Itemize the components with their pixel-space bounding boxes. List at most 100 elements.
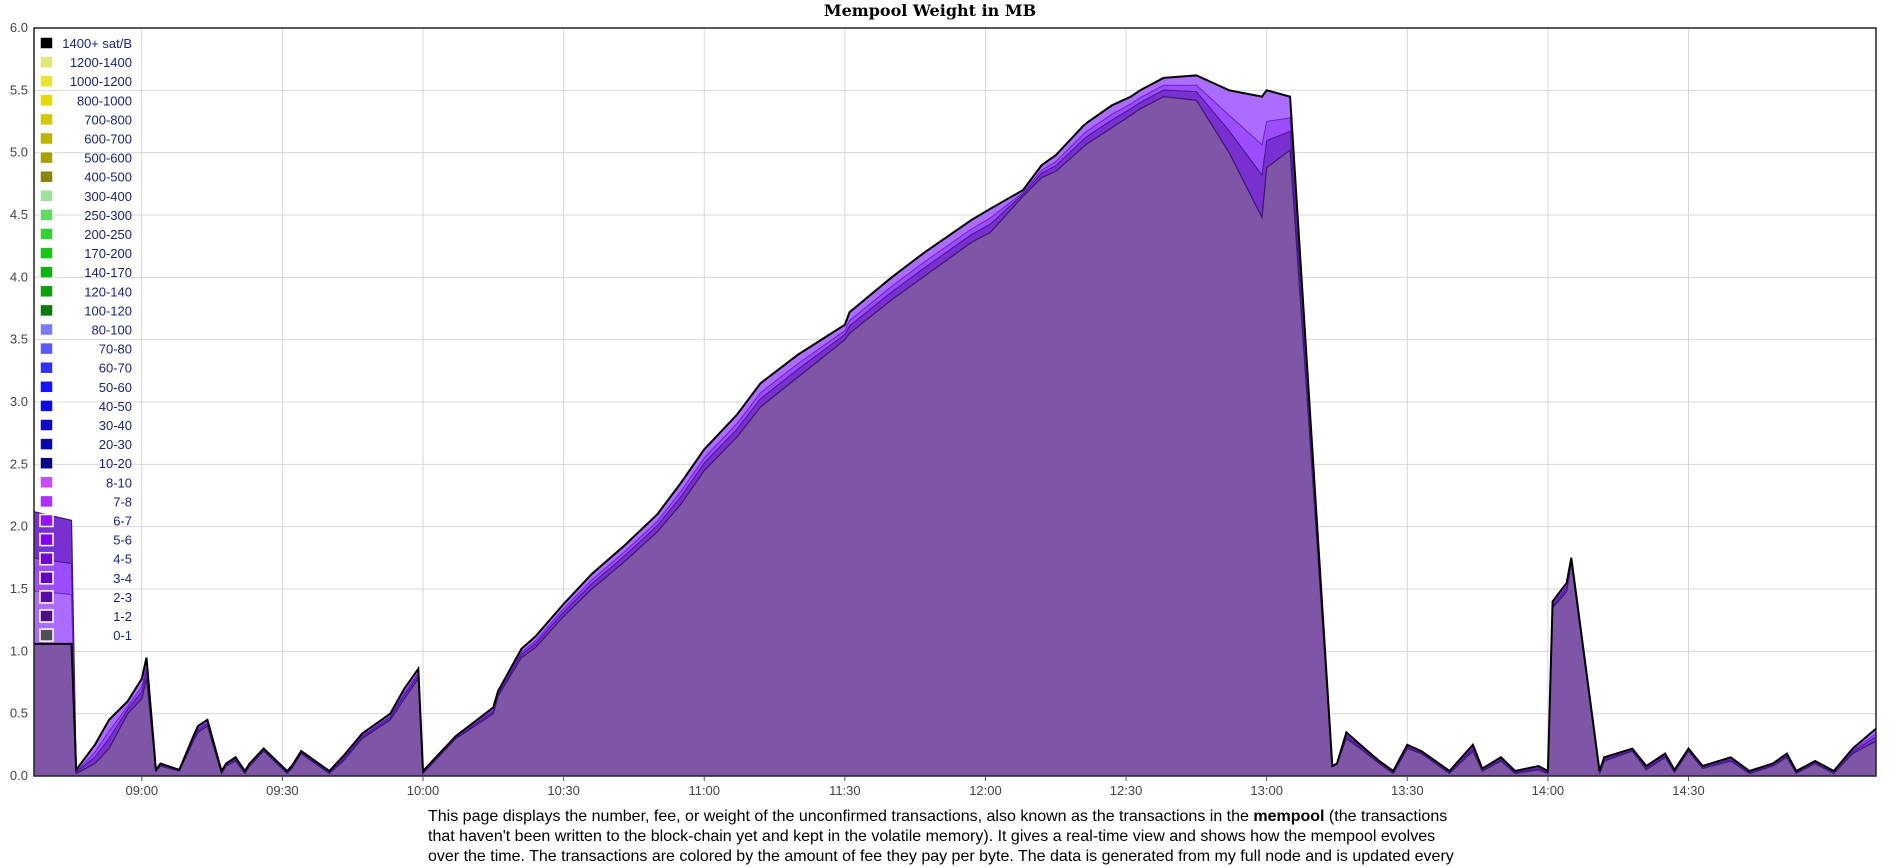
legend-item[interactable]: 170-200 [39, 246, 132, 261]
legend-swatch [39, 150, 54, 165]
legend-label: 0-1 [113, 628, 132, 643]
legend-label: 40-50 [99, 399, 132, 414]
legend-label: 120-140 [84, 284, 132, 299]
legend-item[interactable]: 1400+ sat/B [39, 36, 132, 51]
chart-title: Mempool Weight in MB [824, 1, 1036, 20]
x-tick-label: 14:00 [1532, 783, 1565, 798]
chart-legend: 1400+ sat/B 1200-1400 1000-1200 800-1000 700… [39, 36, 132, 643]
y-tick-label: 2.5 [10, 456, 28, 471]
legend-label: 5-6 [113, 533, 132, 548]
x-tick-label: 14:30 [1672, 783, 1705, 798]
legend-swatch [39, 131, 54, 146]
legend-item[interactable]: 6-7 [39, 513, 132, 529]
y-tick-label: 2.0 [10, 519, 28, 534]
legend-label: 200-250 [84, 227, 132, 242]
legend-label: 700-800 [84, 112, 132, 127]
legend-item[interactable]: 7-8 [39, 494, 132, 509]
y-tick-label: 1.0 [10, 643, 28, 658]
legend-label: 8-10 [106, 475, 132, 490]
x-tick-label: 10:00 [407, 783, 440, 798]
legend-item[interactable]: 20-30 [39, 437, 132, 452]
legend-item[interactable]: 800-1000 [39, 93, 132, 108]
legend-swatch [39, 513, 54, 528]
y-tick-label: 0.0 [10, 768, 28, 783]
legend-item[interactable]: 8-10 [39, 475, 132, 490]
legend-label: 7-8 [113, 494, 132, 509]
legend-swatch [39, 74, 54, 88]
legend-item[interactable]: 1000-1200 [39, 74, 132, 89]
legend-swatch [39, 571, 54, 585]
legend-label: 600-700 [84, 132, 132, 147]
legend-label: 1400+ sat/B [62, 36, 132, 51]
legend-label: 100-120 [84, 303, 132, 318]
legend-label: 140-170 [84, 265, 132, 280]
y-tick-label: 5.0 [10, 145, 28, 160]
legend-label: 1000-1200 [70, 74, 132, 89]
y-tick-label: 0.5 [10, 706, 28, 721]
legend-item[interactable]: 50-60 [39, 380, 132, 395]
legend-swatch [39, 551, 54, 566]
legend-item[interactable]: 140-170 [39, 265, 132, 280]
legend-swatch [39, 628, 54, 642]
legend-label: 50-60 [99, 380, 132, 395]
y-tick-label: 3.0 [10, 394, 28, 409]
y-tick-label: 1.5 [10, 581, 28, 596]
legend-item[interactable]: 120-140 [39, 284, 132, 299]
x-tick-label: 09:00 [126, 783, 159, 798]
legend-swatch [39, 399, 54, 413]
legend-swatch [39, 227, 54, 241]
legend-swatch [39, 494, 54, 509]
legend-swatch [39, 475, 54, 490]
legend-swatch [39, 284, 54, 299]
legend-item[interactable]: 100-120 [39, 303, 132, 318]
legend-item[interactable]: 200-250 [39, 227, 132, 242]
y-tick-label: 3.5 [10, 332, 28, 347]
legend-label: 250-300 [84, 208, 132, 223]
mempool-weight-chart: Mempool Weight in MB 0.0 0.5 1.0 1.5 2.0 2.5 3… [10, 1, 1877, 798]
legend-item[interactable]: 40-50 [39, 399, 132, 414]
legend-swatch [39, 532, 54, 547]
legend-item[interactable]: 60-70 [39, 360, 132, 376]
y-tick-label: 4.0 [10, 269, 28, 284]
legend-item[interactable]: 70-80 [39, 341, 132, 357]
legend-item[interactable]: 80-100 [39, 322, 132, 338]
legend-item[interactable]: 0-1 [39, 628, 132, 643]
legend-label: 60-70 [99, 361, 132, 376]
legend-swatch [39, 322, 54, 337]
legend-item[interactable]: 2-3 [39, 590, 132, 605]
legend-swatch [39, 360, 54, 375]
legend-label: 30-40 [99, 418, 132, 433]
y-tick-label: 5.5 [10, 82, 28, 97]
series-line-top [34, 74, 1877, 774]
legend-label: 300-400 [84, 189, 132, 204]
legend-label: 500-600 [84, 151, 132, 166]
legend-item[interactable]: 10-20 [39, 456, 132, 471]
legend-label: 6-7 [113, 514, 132, 529]
legend-label: 3-4 [113, 571, 132, 586]
x-tick-label: 12:00 [969, 783, 1002, 798]
legend-item[interactable]: 4-5 [39, 551, 132, 567]
legend-item[interactable]: 3-4 [39, 571, 132, 586]
x-tick-label: 11:00 [688, 783, 720, 798]
x-tick-label: 11:30 [829, 783, 861, 798]
legend-item[interactable]: 700-800 [39, 112, 132, 127]
legend-swatch [39, 341, 54, 356]
legend-item[interactable]: 1-2 [39, 609, 132, 624]
legend-item[interactable]: 300-400 [39, 189, 132, 204]
mempool-bold-term: mempool [1253, 808, 1325, 825]
legend-swatch [39, 36, 54, 50]
legend-item[interactable]: 250-300 [39, 208, 132, 223]
legend-item[interactable]: 30-40 [39, 418, 132, 433]
legend-swatch [39, 169, 54, 184]
legend-label: 170-200 [84, 246, 132, 261]
legend-item[interactable]: 400-500 [39, 169, 132, 185]
legend-item[interactable]: 5-6 [39, 532, 132, 548]
legend-swatch [39, 246, 54, 260]
legend-item[interactable]: 1200-1400 [39, 55, 132, 70]
legend-label: 20-30 [99, 437, 132, 452]
legend-swatch [39, 93, 54, 108]
legend-label: 400-500 [84, 170, 132, 185]
legend-label: 70-80 [99, 342, 132, 357]
legend-item[interactable]: 600-700 [39, 131, 132, 147]
legend-item[interactable]: 500-600 [39, 150, 132, 166]
